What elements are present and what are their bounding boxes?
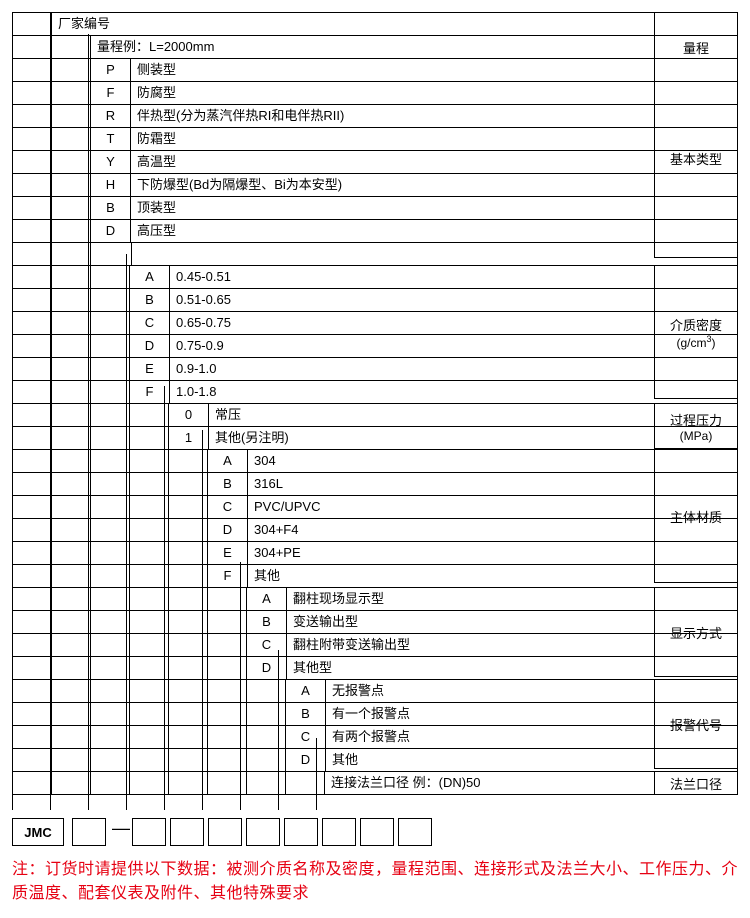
section-row-code: C xyxy=(207,496,247,518)
section-row-desc: 连接法兰口径 例：(DN)50 xyxy=(324,772,655,794)
section-row-desc: 高压型 xyxy=(130,220,655,242)
section-row-desc: 无报警点 xyxy=(325,680,655,702)
section-row-desc: 316L xyxy=(247,473,655,495)
model-dash: — xyxy=(112,814,130,842)
section-row-desc: 1.0-1.8 xyxy=(169,381,655,403)
model-slot-box xyxy=(72,818,106,846)
section-row-code: F xyxy=(207,565,247,587)
section-row-desc: 304+PE xyxy=(247,542,655,564)
section-row-desc: 有一个报警点 xyxy=(325,703,655,725)
section-row-code: B xyxy=(90,197,130,219)
section-row-code: D xyxy=(90,220,130,242)
section-row-desc: 顶装型 xyxy=(130,197,655,219)
section-label: 法兰口径 xyxy=(654,772,738,795)
range-label: 量程 xyxy=(654,36,738,58)
range-example: 量程例：L=2000mm xyxy=(90,36,654,58)
section-row-desc: 翻柱附带变送输出型 xyxy=(286,634,655,656)
section-row-code: C xyxy=(246,634,286,656)
section-row-code: Y xyxy=(90,151,130,173)
model-slot-box xyxy=(322,818,356,846)
section-row-code: C xyxy=(129,312,169,334)
section-row-desc: 0.45-0.51 xyxy=(169,266,655,288)
section-row-desc: 翻柱现场显示型 xyxy=(286,588,655,610)
section-row-code: A xyxy=(207,450,247,472)
section-row-desc: 有两个报警点 xyxy=(325,726,655,748)
model-slot-box xyxy=(284,818,318,846)
model-slot-box xyxy=(208,818,242,846)
section-row-desc: 高温型 xyxy=(130,151,655,173)
section-row-code: D xyxy=(129,335,169,357)
section-row-code: 1 xyxy=(168,427,208,449)
section-row-desc: 其他 xyxy=(325,749,655,771)
section-row-desc: 304+F4 xyxy=(247,519,655,541)
section-row-desc: 0.51-0.65 xyxy=(169,289,655,311)
section-row-desc: 其他型 xyxy=(286,657,655,679)
section-row-code: T xyxy=(90,128,130,150)
section-row-desc: 其他 xyxy=(247,565,655,587)
model-slot-box xyxy=(398,818,432,846)
section-row-desc: 0.75-0.9 xyxy=(169,335,655,357)
model-prefix-box: JMC xyxy=(12,818,64,846)
section-row-desc: 常压 xyxy=(208,404,655,426)
section-row-code: D xyxy=(285,749,325,771)
section-row-desc: 伴热型(分为蒸汽伴热RI和电伴热RII) xyxy=(130,105,655,127)
section-row-code: F xyxy=(129,381,169,403)
section-row-code: P xyxy=(90,59,130,81)
order-note: 注：订货时请提供以下数据：被测介质名称及密度，量程范围、连接形式及法兰大小、工作… xyxy=(12,858,738,906)
section-row-code: B xyxy=(207,473,247,495)
section-row-code: R xyxy=(90,105,130,127)
model-slot-box xyxy=(246,818,280,846)
section-row-desc: PVC/UPVC xyxy=(247,496,655,518)
section-row-code: H xyxy=(90,174,130,196)
section-row-code: A xyxy=(246,588,286,610)
section-row-code: B xyxy=(285,703,325,725)
section-row-code: E xyxy=(207,542,247,564)
section-row-code: 0 xyxy=(168,404,208,426)
section-row-code: D xyxy=(246,657,286,679)
section-row-desc: 0.65-0.75 xyxy=(169,312,655,334)
section-row-desc: 下防爆型(Bd为隔爆型、Bi为本安型) xyxy=(130,174,655,196)
section-row-desc: 0.9-1.0 xyxy=(169,358,655,380)
section-row-desc: 其他(另注明) xyxy=(208,427,655,449)
section-row-code: C xyxy=(285,726,325,748)
section-row-code: A xyxy=(129,266,169,288)
section-row-desc: 变送输出型 xyxy=(286,611,655,633)
manufacturer-label: 厂家编号 xyxy=(51,13,654,35)
section-row-code: E xyxy=(129,358,169,380)
section-row-code: D xyxy=(207,519,247,541)
section-row-code: B xyxy=(246,611,286,633)
section-row-desc: 防霜型 xyxy=(130,128,655,150)
section-row-desc: 304 xyxy=(247,450,655,472)
section-row-desc: 侧装型 xyxy=(130,59,655,81)
model-slot-box xyxy=(170,818,204,846)
section-row-code: F xyxy=(90,82,130,104)
model-slot-box xyxy=(360,818,394,846)
section-row-code: B xyxy=(129,289,169,311)
section-row-desc: 防腐型 xyxy=(130,82,655,104)
model-slot-box xyxy=(132,818,166,846)
section-row-code: A xyxy=(285,680,325,702)
